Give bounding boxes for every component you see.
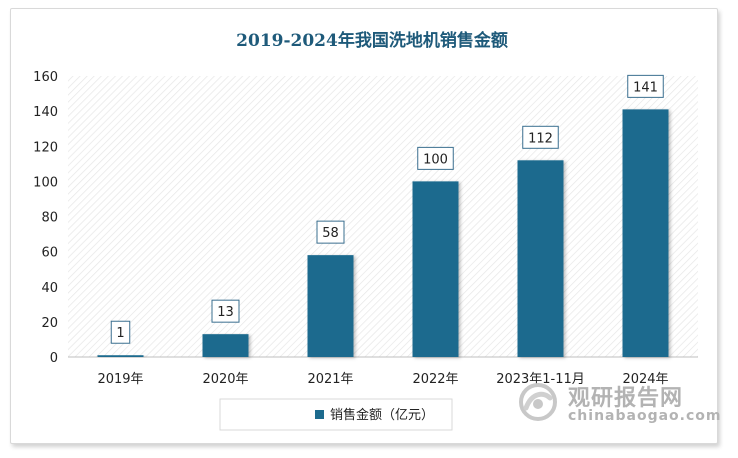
data-label: 13 [217, 305, 234, 320]
y-tick-label: 80 [41, 211, 58, 226]
y-tick-label: 0 [50, 351, 58, 366]
data-label-box [627, 74, 664, 98]
x-axis-ticks: 2019年 2020年 2021年 2022年 2023年1-11月 2024年 [97, 372, 668, 387]
x-tick-label: 2019年 [97, 372, 143, 387]
y-tick-label: 140 [33, 105, 58, 120]
watermark-en-text: chinabaogao.com [568, 408, 722, 424]
y-tick-label: 40 [41, 281, 58, 296]
watermark: 观研报告网 chinabaogao.com [518, 378, 722, 430]
x-tick-label: 2024年 [622, 372, 668, 387]
x-tick-label: 2021年 [307, 372, 353, 387]
y-tick-label: 120 [33, 140, 58, 155]
y-axis-ticks: 0 20 40 60 80 100 120 140 160 [33, 70, 58, 366]
data-label-box [522, 125, 559, 149]
x-tick-label: 2022年 [412, 372, 458, 387]
bar-3 [412, 181, 459, 357]
data-label-box [417, 146, 454, 170]
y-tick-label: 60 [41, 246, 58, 261]
y-tick-label: 100 [33, 175, 58, 190]
x-tick-label: 2023年1-11月 [496, 372, 585, 387]
data-label: 100 [423, 152, 448, 167]
x-tick-label: 2020年 [202, 372, 248, 387]
chart-title: 2019-2024年我国洗地机销售金额 [236, 30, 508, 51]
y-tick-label: 20 [41, 316, 58, 331]
data-label: 141 [633, 80, 658, 95]
bar-2 [307, 255, 354, 357]
data-label-box [211, 299, 240, 323]
bar-5 [622, 109, 669, 358]
data-label: 1 [116, 326, 124, 341]
plot-area [68, 76, 698, 357]
legend-label: 销售金额（亿元） [330, 407, 434, 423]
data-label-box [316, 220, 345, 244]
legend-swatch [315, 410, 324, 419]
bar-0 [97, 355, 144, 357]
bar-4 [517, 160, 564, 357]
watermark-logo-icon [519, 383, 557, 421]
data-labels: 1 13 58 100 112 141 [110, 74, 664, 344]
data-label-box [110, 320, 131, 344]
watermark-cn-text: 观研报告网 [568, 386, 684, 411]
data-label: 58 [322, 226, 339, 241]
bar-series [97, 109, 669, 358]
data-label: 112 [528, 131, 553, 146]
y-tick-label: 160 [33, 70, 58, 85]
bar-1 [202, 334, 249, 357]
legend-box [219, 398, 453, 431]
